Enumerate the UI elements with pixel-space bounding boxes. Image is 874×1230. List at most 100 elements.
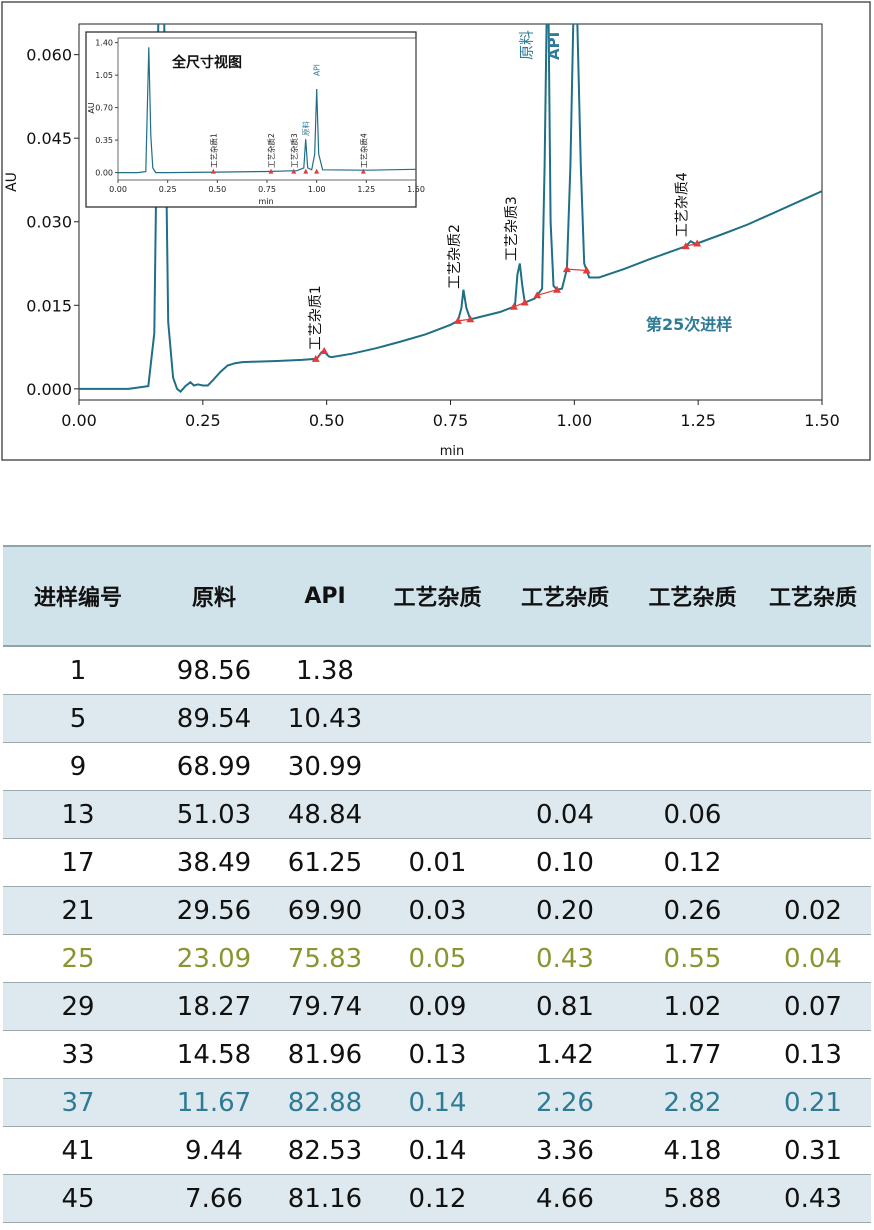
- inset-integration-marker: [303, 168, 309, 174]
- table-cell: 1.42: [500, 1030, 630, 1079]
- x-tick-label: 1.25: [680, 411, 716, 430]
- inset-integration-marker: [268, 168, 274, 174]
- injection-number-cell: 29: [3, 982, 153, 1031]
- table-cell: 0.43: [755, 1174, 871, 1223]
- injection-number-cell: 25: [3, 934, 153, 983]
- table-cell: 0.07: [755, 982, 871, 1031]
- inset-y-tick-label: 1.05: [95, 71, 113, 80]
- integration-marker: [533, 291, 542, 299]
- table-cell: 79.74: [275, 982, 375, 1031]
- table-cell: 18.27: [153, 982, 275, 1031]
- integration-marker: [453, 316, 462, 324]
- table-cell: 89.54: [153, 694, 275, 743]
- table-row: 33 14.58 81.96 0.13 1.42 1.77 0.13: [3, 1030, 871, 1079]
- table-header-row: 进样编号 原料 API 工艺杂质 工艺杂质 工艺杂质 工艺杂质: [3, 545, 871, 647]
- inset-x-tick-label: 1.00: [308, 185, 326, 194]
- table-header-cell: 工艺杂质: [500, 545, 630, 647]
- integration-marker: [320, 346, 329, 354]
- inset-x-tick-label: 0.50: [208, 185, 226, 194]
- table-cell: 0.55: [630, 934, 755, 983]
- injection-number-cell: 13: [3, 790, 153, 839]
- x-tick-label: 0.50: [309, 411, 345, 430]
- integration-marker: [582, 266, 591, 274]
- table-body: 1 98.56 1.38 5 89.54 10.43 9 68.99 30.99 13 51.03 4…: [3, 646, 871, 1223]
- injection-number-cell: 37: [3, 1078, 153, 1127]
- y-tick-label: 0.000: [26, 380, 72, 399]
- injection-number-cell: 5: [3, 694, 153, 743]
- inset-integration-marker: [291, 168, 297, 174]
- table-row: 37 11.67 82.88 0.14 2.26 2.82 0.21: [3, 1078, 871, 1127]
- peak-label: 工艺杂质2: [447, 224, 463, 289]
- inset-y-tick-label: 0.35: [95, 136, 113, 145]
- table-cell: 98.56: [153, 646, 275, 695]
- table-row: 45 7.66 81.16 0.12 4.66 5.88 0.43: [3, 1174, 871, 1223]
- table-cell: 0.12: [630, 838, 755, 887]
- x-tick-label: 1.50: [804, 411, 840, 430]
- table-cell: 68.99: [153, 742, 275, 791]
- x-tick-label: 0.75: [433, 411, 469, 430]
- table-cell: 82.88: [275, 1078, 375, 1127]
- table-header-cell: 工艺杂质: [755, 545, 871, 647]
- x-tick-label: 0.25: [185, 411, 221, 430]
- y-tick-label: 0.030: [26, 213, 72, 232]
- table-cell: 7.66: [153, 1174, 275, 1223]
- inset-peak-label: API: [313, 64, 322, 76]
- integration-baseline: [566, 268, 587, 272]
- table-cell: 9.44: [153, 1126, 275, 1175]
- table-cell: 82.53: [275, 1126, 375, 1175]
- table-cell: 4.18: [630, 1126, 755, 1175]
- table-cell: 1.38: [275, 646, 375, 695]
- table-cell: [755, 790, 871, 839]
- injection-number-cell: 33: [3, 1030, 153, 1079]
- table-cell: 81.96: [275, 1030, 375, 1079]
- y-axis-label: AU: [4, 172, 20, 192]
- x-tick-label: 0.00: [61, 411, 97, 430]
- peak-label: 工艺杂质4: [675, 172, 691, 237]
- y-tick-label: 0.015: [26, 296, 72, 315]
- inset-trace: [118, 47, 416, 174]
- integration-marker: [681, 242, 690, 250]
- injection-annotation: 第25次进样: [646, 315, 732, 334]
- table-cell: [755, 742, 871, 791]
- integration-marker: [520, 298, 529, 306]
- inset-x-tick-label: 0.25: [159, 185, 177, 194]
- table-row: 41 9.44 82.53 0.14 3.36 4.18 0.31: [3, 1126, 871, 1175]
- table-cell: 0.05: [375, 934, 500, 983]
- table-row: 21 29.56 69.90 0.03 0.20 0.26 0.02: [3, 886, 871, 935]
- integration-marker: [509, 302, 518, 310]
- table-cell: 81.16: [275, 1174, 375, 1223]
- inset-y-axis-label: AU: [87, 102, 96, 113]
- y-tick-label: 0.060: [26, 46, 72, 65]
- inset-integration-marker: [210, 168, 216, 174]
- table-cell: 11.67: [153, 1078, 275, 1127]
- table-cell: 0.06: [630, 790, 755, 839]
- table-cell: 0.81: [500, 982, 630, 1031]
- table-cell: 0.26: [630, 886, 755, 935]
- table-cell: 2.82: [630, 1078, 755, 1127]
- table-cell: [375, 790, 500, 839]
- table-cell: 29.56: [153, 886, 275, 935]
- table-cell: 48.84: [275, 790, 375, 839]
- table-cell: 0.01: [375, 838, 500, 887]
- table-cell: [630, 646, 755, 695]
- inset-x-axis-label: min: [258, 197, 273, 206]
- table-row: 25 23.09 75.83 0.05 0.43 0.55 0.04: [3, 934, 871, 983]
- table-cell: [375, 694, 500, 743]
- table-cell: 3.36: [500, 1126, 630, 1175]
- table-cell: 30.99: [275, 742, 375, 791]
- table-cell: [500, 694, 630, 743]
- inset-x-tick-label: 1.50: [407, 185, 425, 194]
- integration-marker: [311, 354, 320, 362]
- table-cell: 0.14: [375, 1126, 500, 1175]
- table-cell: 1.77: [630, 1030, 755, 1079]
- inset-peak-label: 工艺杂质1: [208, 133, 218, 168]
- integration-marker: [562, 265, 571, 273]
- table-cell: 0.20: [500, 886, 630, 935]
- integration-marker: [693, 239, 702, 247]
- results-table: 进样编号 原料 API 工艺杂质 工艺杂质 工艺杂质 工艺杂质 1 98.56 1.38 5 89.…: [3, 545, 871, 1223]
- table-header-cell: 进样编号: [3, 545, 153, 647]
- table-cell: [755, 646, 871, 695]
- table-cell: [500, 646, 630, 695]
- table-row: 17 38.49 61.25 0.01 0.10 0.12: [3, 838, 871, 887]
- table-cell: [755, 838, 871, 887]
